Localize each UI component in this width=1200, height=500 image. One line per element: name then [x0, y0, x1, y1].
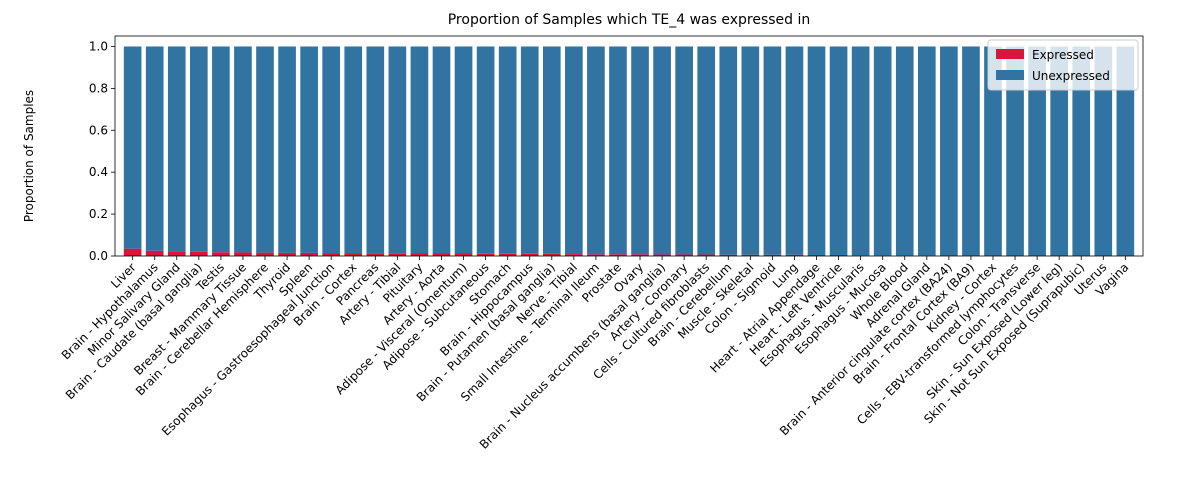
bar-expressed-26	[697, 254, 716, 256]
bar-unexpressed-8	[300, 46, 318, 253]
bar-unexpressed-18	[520, 46, 539, 254]
bar-expressed-5	[234, 252, 252, 256]
bar-unexpressed-42	[1050, 46, 1068, 257]
bar-expressed-7	[278, 252, 296, 256]
bar-unexpressed-41	[1028, 46, 1046, 257]
legend-label-expressed: Expressed	[1032, 48, 1094, 62]
bar-expressed-31	[807, 254, 826, 256]
y-tick-label: 0.4	[89, 165, 108, 179]
bar-unexpressed-45	[1116, 46, 1135, 257]
bar-unexpressed-39	[984, 46, 1002, 257]
plot-area	[114, 35, 1144, 257]
bar-expressed-19	[542, 253, 561, 256]
bar-unexpressed-13	[410, 46, 429, 254]
bar-expressed-10	[344, 253, 363, 256]
bar-unexpressed-34	[873, 46, 892, 256]
bar-unexpressed-1	[145, 46, 164, 251]
bar-unexpressed-40	[1006, 46, 1024, 257]
bar-unexpressed-19	[542, 46, 561, 254]
bar-expressed-1	[145, 250, 164, 256]
bar-unexpressed-29	[763, 46, 782, 255]
bar-unexpressed-9	[322, 46, 341, 254]
bar-unexpressed-44	[1094, 46, 1113, 257]
bar-expressed-15	[454, 253, 473, 256]
bar-unexpressed-14	[432, 46, 451, 254]
bar-unexpressed-4	[212, 46, 230, 253]
y-axis-label: Proportion of Samples	[22, 90, 36, 222]
plot-frame	[114, 35, 1144, 257]
bar-unexpressed-43	[1072, 46, 1091, 257]
bar-expressed-8	[300, 252, 318, 256]
bar-expressed-6	[256, 252, 274, 256]
bar-expressed-11	[366, 253, 385, 256]
y-axis: 0.0 0.2 0.4 0.6 0.8 1.0	[89, 39, 115, 263]
bar-expressed-4	[212, 252, 230, 256]
chart-title: Proportion of Samples which TE_4 was exp…	[448, 12, 811, 28]
bar-unexpressed-28	[741, 46, 760, 255]
bar-unexpressed-22	[609, 46, 627, 255]
bar-expressed-21	[587, 254, 605, 256]
y-tick-label: 1.0	[89, 39, 108, 53]
bar-unexpressed-21	[587, 46, 605, 255]
bar-expressed-22	[609, 254, 627, 256]
bar-expressed-13	[410, 253, 429, 256]
bar-unexpressed-12	[388, 46, 407, 254]
bar-unexpressed-10	[344, 46, 363, 254]
legend-swatch-unexpressed	[996, 70, 1024, 80]
bar-expressed-18	[520, 253, 539, 256]
bar-expressed-9	[322, 253, 341, 256]
legend: Expressed Unexpressed	[987, 39, 1139, 91]
bar-unexpressed-20	[565, 46, 583, 255]
bar-unexpressed-32	[829, 46, 848, 255]
bar-expressed-30	[785, 254, 804, 256]
bar-unexpressed-37	[940, 46, 958, 257]
bar-expressed-28	[741, 254, 760, 256]
y-tick-label: 0.8	[89, 81, 108, 95]
bar-unexpressed-5	[234, 46, 252, 253]
bar-unexpressed-15	[454, 46, 473, 254]
bar-unexpressed-0	[123, 46, 142, 249]
bar-unexpressed-11	[366, 46, 385, 254]
bar-unexpressed-2	[167, 46, 186, 252]
bar-expressed-20	[565, 254, 583, 256]
bar-expressed-33	[851, 255, 870, 256]
bar-unexpressed-35	[895, 46, 914, 256]
bar-expressed-14	[432, 253, 451, 256]
bar-expressed-27	[719, 254, 738, 256]
bar-unexpressed-25	[675, 46, 693, 255]
bar-expressed-32	[829, 254, 848, 256]
bar-unexpressed-6	[256, 46, 274, 253]
bar-expressed-25	[675, 254, 693, 256]
bar-unexpressed-27	[719, 46, 738, 255]
bar-unexpressed-24	[653, 46, 671, 255]
bar-unexpressed-38	[962, 46, 980, 257]
y-tick-label: 0.0	[89, 249, 108, 263]
bar-expressed-0	[123, 248, 142, 256]
bar-expressed-16	[476, 253, 495, 256]
legend-box	[987, 39, 1139, 91]
bar-unexpressed-33	[851, 46, 870, 256]
bar-expressed-17	[498, 253, 517, 256]
bar-expressed-2	[167, 251, 186, 256]
bar-expressed-3	[190, 251, 208, 256]
bar-unexpressed-16	[476, 46, 495, 254]
legend-swatch-expressed	[996, 49, 1024, 59]
bar-unexpressed-7	[278, 46, 296, 253]
legend-label-unexpressed: Unexpressed	[1032, 69, 1110, 83]
bar-expressed-23	[631, 254, 649, 256]
bar-unexpressed-17	[498, 46, 517, 254]
bar-unexpressed-26	[697, 46, 716, 255]
bar-unexpressed-23	[631, 46, 649, 255]
bar-expressed-24	[653, 254, 671, 256]
bar-unexpressed-31	[807, 46, 826, 255]
bar-unexpressed-36	[917, 46, 936, 256]
bar-unexpressed-30	[785, 46, 804, 255]
bar-expressed-12	[388, 253, 407, 256]
y-tick-label: 0.2	[89, 207, 108, 221]
y-tick-label: 0.6	[89, 123, 108, 137]
bar-expressed-29	[763, 254, 782, 256]
bar-unexpressed-3	[190, 46, 208, 252]
